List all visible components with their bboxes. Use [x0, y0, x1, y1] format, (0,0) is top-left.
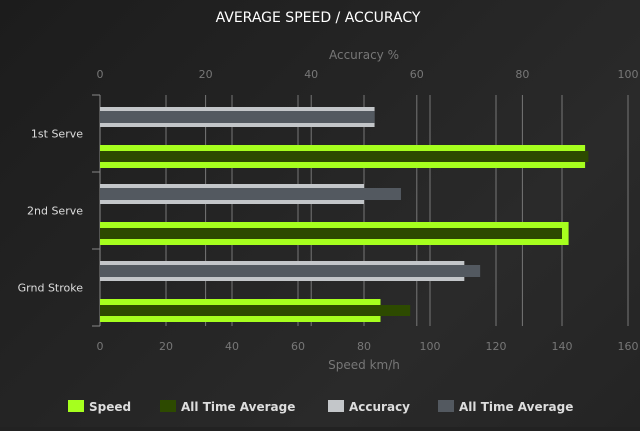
legend-label: Speed: [89, 400, 131, 414]
speed-tick-label: 60: [291, 340, 305, 353]
accuracy-tick-label: 20: [199, 68, 213, 81]
speed-average-bar: [100, 305, 411, 316]
legend-swatch: [160, 400, 176, 412]
top-axis-label: Accuracy %: [329, 48, 399, 62]
speed-tick-label: 160: [618, 340, 639, 353]
speed-tick-label: 100: [420, 340, 441, 353]
legend-swatch: [438, 400, 454, 412]
speed-tick-label: 120: [486, 340, 507, 353]
category-label: 2nd Serve: [27, 205, 83, 218]
speed-average-bar: [100, 151, 589, 162]
legend-swatch: [68, 400, 84, 412]
accuracy-tick-label: 0: [97, 68, 104, 81]
accuracy-average-bar: [100, 188, 401, 200]
accuracy-average-bar: [100, 111, 375, 123]
speed-tick-label: 80: [357, 340, 371, 353]
chart-title: AVERAGE SPEED / ACCURACY: [216, 10, 421, 26]
accuracy-tick-label: 80: [515, 68, 529, 81]
speed-tick-label: 140: [552, 340, 573, 353]
legend: Speed All Time Average Accuracy All Time Av…: [68, 400, 573, 414]
accuracy-tick-label: 100: [618, 68, 639, 81]
speed-tick-label: 0: [97, 340, 104, 353]
legend-label: Accuracy: [349, 400, 410, 414]
legend-swatch: [328, 400, 344, 412]
accuracy-tick-label: 40: [304, 68, 318, 81]
accuracy-average-bar: [100, 265, 481, 277]
speed-average-bar: [100, 228, 562, 239]
speed-tick-label: 20: [159, 340, 173, 353]
legend-label: All Time Average: [181, 400, 295, 414]
accuracy-tick-label: 60: [410, 68, 424, 81]
category-label: 1st Serve: [31, 128, 83, 141]
bottom-axis-label: Speed km/h: [328, 358, 400, 372]
legend-label: All Time Average: [459, 400, 573, 414]
category-label: Grnd Stroke: [18, 282, 84, 295]
speed-tick-label: 40: [225, 340, 239, 353]
